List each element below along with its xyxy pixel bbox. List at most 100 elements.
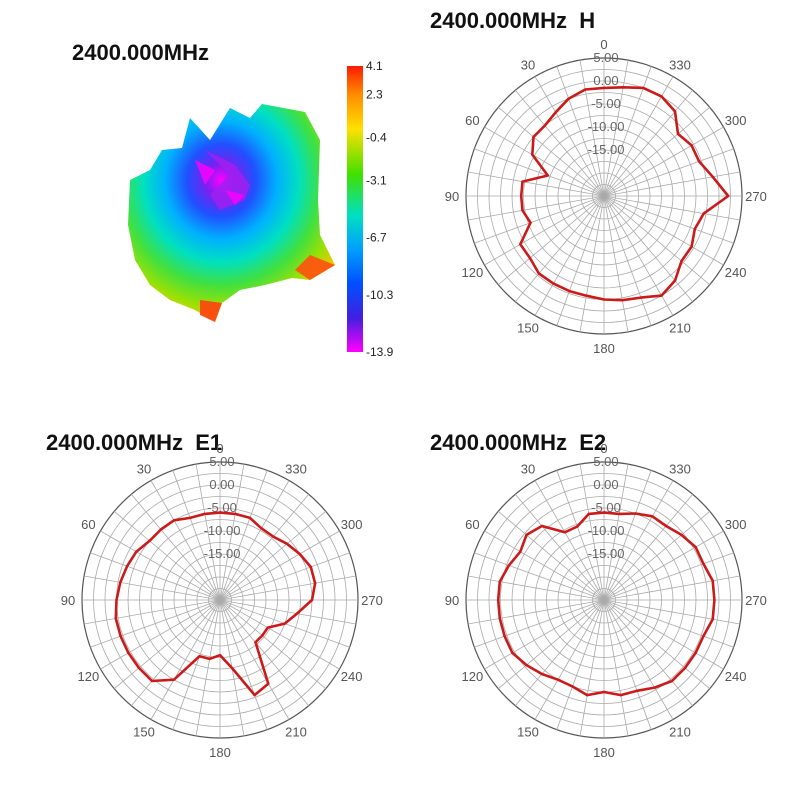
polar-data-point	[702, 634, 705, 638]
polar-data-point	[619, 693, 622, 697]
polar-radial-label: 5.00	[593, 50, 618, 65]
polar-data-point	[261, 634, 264, 637]
polar-e1-title: 2400.000MHz E1	[46, 430, 223, 455]
polar-angle-label: 90	[445, 593, 459, 608]
polar-data-point	[571, 685, 574, 688]
polar-data-point	[272, 535, 275, 538]
polar-data-point	[233, 512, 237, 516]
polar-spoke	[219, 530, 340, 601]
polar-spoke	[114, 510, 221, 601]
polar-data-point	[150, 679, 154, 683]
polar-radial-label: -10.00	[588, 119, 625, 134]
polar-data-point	[586, 693, 589, 697]
colorbar-tick-label: -6.7	[366, 231, 387, 245]
polar-data-point	[664, 524, 668, 528]
polar-data-point	[683, 666, 687, 670]
polar-data-point	[552, 282, 555, 285]
polar-spoke	[100, 599, 221, 670]
colorbar-tick-label: 4.1	[366, 59, 383, 73]
polar-angle-label: 300	[725, 517, 747, 532]
polar-spoke	[114, 599, 221, 690]
polar-data-point	[621, 298, 624, 302]
polar-radial-label: 0.00	[593, 73, 618, 88]
polar-data-point	[660, 294, 663, 297]
polar-e2-plot: 0 30 60 90 120 150 180 210 240 270 300 330 5.00 0.00 -…	[445, 441, 767, 760]
polar-angle-label: 240	[725, 265, 747, 280]
polar-angle-label: 180	[209, 745, 231, 760]
polar-spoke	[484, 126, 605, 197]
polar-angle-label: 210	[285, 725, 307, 740]
polar-data-point	[690, 245, 693, 248]
polar-spoke	[498, 599, 605, 690]
polar-data-point	[260, 527, 263, 530]
polar-data-point	[115, 598, 118, 602]
polar-angle-label: 240	[725, 669, 747, 684]
polar-data-point	[642, 86, 645, 90]
polar-spoke	[603, 510, 710, 601]
polar-h-title: 2400.000MHz H	[430, 8, 596, 33]
polar-data-point	[528, 256, 532, 260]
polar-spoke	[219, 599, 326, 690]
polar-angle-label: 180	[593, 745, 615, 760]
polar-angle-label: 0	[600, 37, 607, 52]
polar-data-point	[651, 515, 654, 518]
polar-spoke	[603, 599, 734, 648]
polar-data-point	[673, 279, 677, 282]
polar-spoke	[468, 599, 605, 625]
polar-angle-label: 60	[465, 517, 479, 532]
polar-spoke	[579, 464, 605, 601]
polar-spoke	[130, 599, 221, 706]
polar-radial-label: 5.00	[593, 454, 618, 469]
polar-data-point	[114, 617, 118, 620]
polar-angle-label: 120	[462, 265, 484, 280]
polar-spoke	[219, 575, 356, 601]
polar-spoke	[484, 195, 605, 266]
polar-angle-label: 30	[137, 461, 151, 476]
polar-data-point	[634, 512, 637, 515]
polar-spoke	[603, 195, 652, 326]
polar-spoke	[195, 464, 221, 601]
polar-spoke	[603, 599, 710, 690]
polar-data-point	[148, 539, 151, 543]
polar-spoke	[556, 470, 605, 601]
polar-data-point	[540, 524, 544, 528]
polar-angle-label: 270	[745, 189, 767, 204]
polar-data-point	[172, 519, 176, 522]
polar-data-point	[680, 259, 683, 263]
polar-data-point	[119, 634, 122, 638]
polar-data-point	[266, 626, 270, 629]
polar-spoke	[514, 195, 605, 302]
polar-data-point	[313, 582, 317, 585]
polar-radial-label: -15.00	[588, 142, 625, 157]
colorbar	[347, 66, 363, 352]
polar-spoke	[603, 126, 724, 197]
polar-data-point	[660, 95, 663, 98]
polar-radial-label: -5.00	[591, 96, 621, 111]
polar-data-point	[125, 564, 129, 568]
polar-spoke	[130, 494, 221, 601]
polar-data-point	[525, 533, 528, 537]
polar-e2-title: 2400.000MHz E2	[430, 430, 607, 455]
polar-data-point	[694, 651, 697, 655]
colorbar-tick-label: -13.9	[366, 345, 394, 359]
polar-spoke	[514, 599, 605, 706]
polar-data-point	[285, 542, 289, 546]
polar-spoke	[603, 60, 629, 197]
polar-spoke	[603, 599, 629, 736]
polar-data-point	[497, 598, 500, 602]
polar-angle-label: 270	[745, 593, 767, 608]
polar-spoke	[484, 599, 605, 670]
polar-spoke	[498, 106, 605, 197]
polar-spoke	[579, 60, 605, 197]
polar-data-point	[694, 545, 697, 549]
heatmap-plot: 4.1 2.3 -0.4 -3.1 -6.7 -10.3 -13.9	[128, 59, 394, 359]
polar-spoke	[603, 195, 724, 266]
polar-spoke	[603, 195, 694, 302]
polar-radial-label: -15.00	[588, 546, 625, 561]
polar-angle-label: 150	[517, 321, 539, 336]
polar-data-point	[673, 110, 677, 113]
polar-data-point	[576, 525, 579, 528]
polar-data-point	[253, 693, 256, 697]
polar-angle-label: 270	[361, 593, 383, 608]
polar-data-point	[520, 194, 523, 198]
